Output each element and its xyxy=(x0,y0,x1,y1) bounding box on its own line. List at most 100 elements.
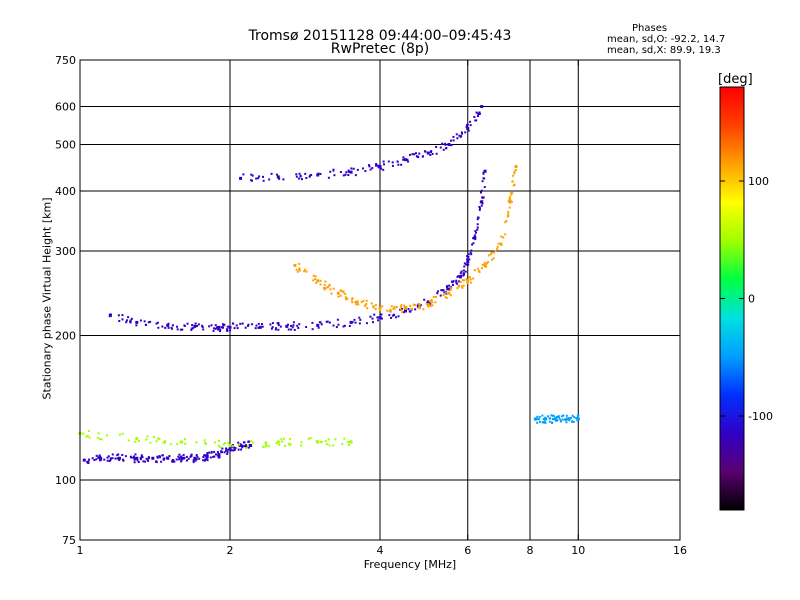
echo-point xyxy=(147,456,150,459)
echo-point xyxy=(221,326,224,329)
echo-point xyxy=(507,200,510,203)
echo-point xyxy=(217,439,220,442)
echo-point xyxy=(296,270,299,273)
echo-point xyxy=(167,322,170,325)
echo-point xyxy=(274,328,277,331)
echo-point xyxy=(559,420,562,423)
echo-point xyxy=(477,216,480,219)
echo-point xyxy=(295,175,298,178)
echo-point xyxy=(271,322,274,325)
echo-points xyxy=(78,105,580,464)
echo-point xyxy=(372,306,375,309)
echo-point xyxy=(450,144,453,147)
echo-point xyxy=(431,152,434,155)
echo-point xyxy=(393,307,396,310)
echo-point xyxy=(397,315,400,318)
echo-point xyxy=(473,116,476,119)
echo-point xyxy=(435,152,438,155)
chart-title: Tromsø 20151128 09:44:00–09:45:43 xyxy=(248,28,512,44)
echo-point xyxy=(316,323,320,327)
echo-point xyxy=(180,440,184,444)
echo-point xyxy=(271,326,274,329)
echo-point xyxy=(347,441,350,444)
echo-point xyxy=(106,456,109,459)
echo-point xyxy=(374,304,377,307)
echo-point xyxy=(564,419,567,422)
echo-point xyxy=(86,461,89,464)
echo-point xyxy=(514,169,517,172)
echo-point xyxy=(276,175,280,179)
echo-point xyxy=(255,177,258,180)
echo-point xyxy=(178,453,181,456)
echo-point xyxy=(204,458,207,461)
echo-point xyxy=(513,172,516,175)
echo-point xyxy=(414,304,417,307)
echo-point xyxy=(99,456,103,460)
echo-point xyxy=(281,440,284,443)
echo-point xyxy=(382,168,385,171)
echo-point xyxy=(324,440,327,443)
echo-point xyxy=(159,456,162,459)
echo-point xyxy=(406,158,409,161)
echo-point xyxy=(135,437,139,441)
echo-point xyxy=(103,458,106,461)
echo-point xyxy=(203,439,206,442)
echo-point xyxy=(197,323,200,326)
echo-point xyxy=(277,324,280,327)
echo-point xyxy=(497,242,500,245)
echo-point xyxy=(217,328,220,331)
echo-point xyxy=(227,441,230,444)
echo-point xyxy=(505,220,508,223)
echo-point xyxy=(423,298,426,301)
echo-point xyxy=(426,303,430,307)
echo-point xyxy=(212,329,215,332)
echo-point xyxy=(145,457,148,460)
echo-point xyxy=(472,242,475,245)
echo-point xyxy=(576,417,580,421)
echo-point xyxy=(407,160,410,163)
echo-point xyxy=(170,326,173,329)
echo-point xyxy=(220,326,223,329)
echo-point xyxy=(409,304,412,307)
echo-point xyxy=(242,173,245,176)
echo-point xyxy=(571,414,574,417)
echo-point xyxy=(376,164,379,167)
echo-point xyxy=(204,459,207,462)
echo-point xyxy=(552,414,555,417)
echo-point xyxy=(328,321,331,324)
echo-point xyxy=(435,295,438,298)
echo-point xyxy=(412,303,415,306)
echo-point xyxy=(346,297,349,300)
echo-point xyxy=(456,137,459,140)
echo-point xyxy=(485,262,488,265)
echo-point xyxy=(475,231,478,234)
echo-point xyxy=(312,279,315,282)
echo-point xyxy=(295,268,298,271)
echo-point xyxy=(351,301,354,304)
echo-point xyxy=(341,443,344,446)
echo-point xyxy=(514,164,518,168)
echo-point xyxy=(223,323,226,326)
echo-point xyxy=(365,299,368,302)
echo-point xyxy=(238,443,241,446)
echo-point xyxy=(228,447,232,451)
echo-point xyxy=(298,177,301,180)
echo-point xyxy=(93,458,96,461)
echo-point xyxy=(421,155,424,158)
echo-point xyxy=(446,288,449,291)
echo-point xyxy=(309,174,312,177)
echo-point xyxy=(85,435,88,438)
echo-point xyxy=(478,208,481,211)
echo-point xyxy=(326,286,329,289)
y-tick-label: 600 xyxy=(55,101,76,114)
echo-point xyxy=(316,279,320,283)
echo-point xyxy=(333,174,336,177)
echo-point xyxy=(336,318,339,321)
echo-point xyxy=(196,455,199,458)
echo-point xyxy=(283,437,286,440)
echo-point xyxy=(450,287,453,290)
echo-point xyxy=(362,299,365,302)
echo-point xyxy=(548,420,551,423)
echo-point xyxy=(371,317,374,320)
